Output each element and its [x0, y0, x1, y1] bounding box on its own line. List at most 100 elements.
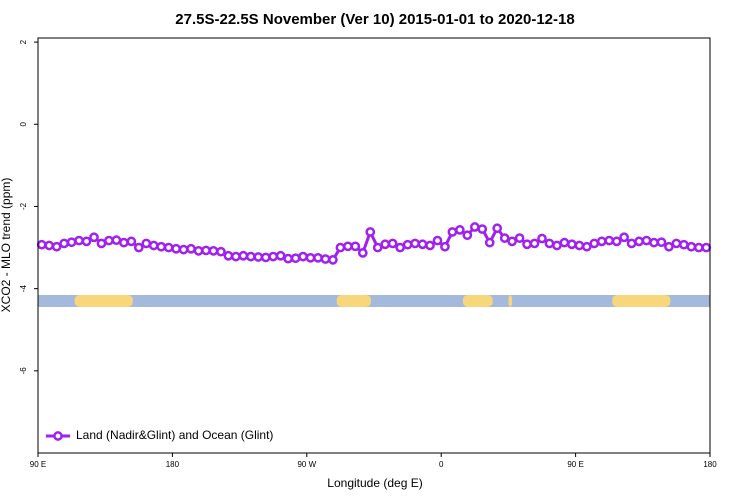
- point: [641, 235, 652, 246]
- point: [417, 239, 428, 250]
- plot-area: 90 E 180 90 W 0 90 E 180 -6 -4 -2 0 2 Land (Nadir&G…: [19, 39, 717, 469]
- point: [81, 236, 92, 247]
- point: [156, 241, 167, 252]
- point: [59, 238, 69, 249]
- point: [268, 251, 279, 262]
- x-axis-label: Longitude (deg E): [327, 476, 422, 490]
- point: [507, 236, 517, 247]
- y-tick-label: -2: [19, 202, 28, 210]
- point: [492, 223, 503, 234]
- point: [455, 225, 465, 235]
- y-tick-label: 0: [19, 122, 28, 127]
- point: [141, 238, 152, 249]
- point: [305, 252, 316, 263]
- point: [231, 251, 241, 262]
- point: [395, 242, 405, 253]
- point: [634, 236, 644, 247]
- point: [567, 239, 577, 250]
- point: [537, 233, 547, 244]
- x-tick-label: 90 E: [30, 460, 46, 469]
- point: [320, 254, 331, 264]
- point: [335, 242, 346, 253]
- y-tick-label: -4: [19, 285, 28, 293]
- point: [574, 240, 585, 251]
- point: [283, 253, 293, 264]
- point: [74, 235, 84, 246]
- x-tick-label: 180: [703, 460, 717, 469]
- point: [611, 236, 622, 247]
- point: [238, 250, 249, 261]
- point: [484, 237, 495, 248]
- point: [440, 241, 450, 252]
- point: [671, 238, 682, 249]
- point: [387, 238, 398, 249]
- point: [126, 236, 137, 247]
- land-segment: [74, 294, 133, 307]
- point: [178, 244, 189, 255]
- y-tick-label: -6: [19, 367, 28, 375]
- point: [425, 240, 435, 251]
- point: [552, 240, 562, 251]
- point: [402, 239, 413, 250]
- point: [44, 240, 55, 251]
- point: [350, 241, 361, 252]
- point: [275, 250, 286, 261]
- point: [51, 241, 62, 252]
- land-segment: [508, 294, 513, 307]
- y-axis-label: XCO2 - MLO trend (ppm): [0, 178, 13, 313]
- point: [119, 237, 129, 248]
- point: [656, 237, 667, 248]
- point: [626, 238, 637, 249]
- point: [589, 238, 600, 249]
- point: [66, 237, 77, 248]
- point: [245, 251, 256, 262]
- point: [432, 235, 443, 246]
- point: [701, 242, 712, 253]
- point: [544, 238, 555, 249]
- x-tick-label: 90 W: [297, 460, 316, 469]
- point: [604, 235, 615, 246]
- x-tick-label: 0: [439, 460, 444, 469]
- point: [298, 251, 308, 262]
- point: [89, 232, 99, 243]
- point: [499, 233, 510, 243]
- point: [96, 238, 107, 249]
- point: [343, 241, 353, 252]
- point: [223, 250, 234, 261]
- point: [36, 239, 47, 250]
- point: [328, 255, 338, 265]
- point: [619, 232, 629, 243]
- point: [380, 239, 391, 250]
- point: [104, 235, 114, 246]
- point: [193, 245, 204, 256]
- land-segment: [462, 294, 493, 307]
- point: [365, 227, 376, 237]
- point: [201, 245, 211, 256]
- point: [260, 252, 271, 263]
- point: [208, 245, 219, 256]
- point: [410, 238, 420, 249]
- point: [649, 237, 659, 248]
- point: [693, 242, 704, 253]
- point: [148, 240, 159, 251]
- plot-frame: [37, 37, 711, 454]
- point: [372, 242, 383, 253]
- point: [290, 253, 301, 264]
- point: [596, 236, 607, 247]
- point: [581, 241, 592, 252]
- point: [686, 241, 697, 252]
- point: [469, 222, 480, 232]
- point: [477, 224, 488, 234]
- point: [253, 252, 264, 262]
- y-tick-label: 2: [19, 39, 28, 44]
- land-segment: [612, 294, 671, 307]
- point: [462, 230, 473, 241]
- point: [216, 246, 226, 257]
- point: [664, 241, 674, 252]
- land-segment: [336, 294, 372, 307]
- point: [163, 242, 174, 253]
- point: [559, 237, 570, 248]
- chart-title: 27.5S-22.5S November (Ver 10) 2015-01-01…: [175, 11, 574, 28]
- point: [514, 233, 525, 243]
